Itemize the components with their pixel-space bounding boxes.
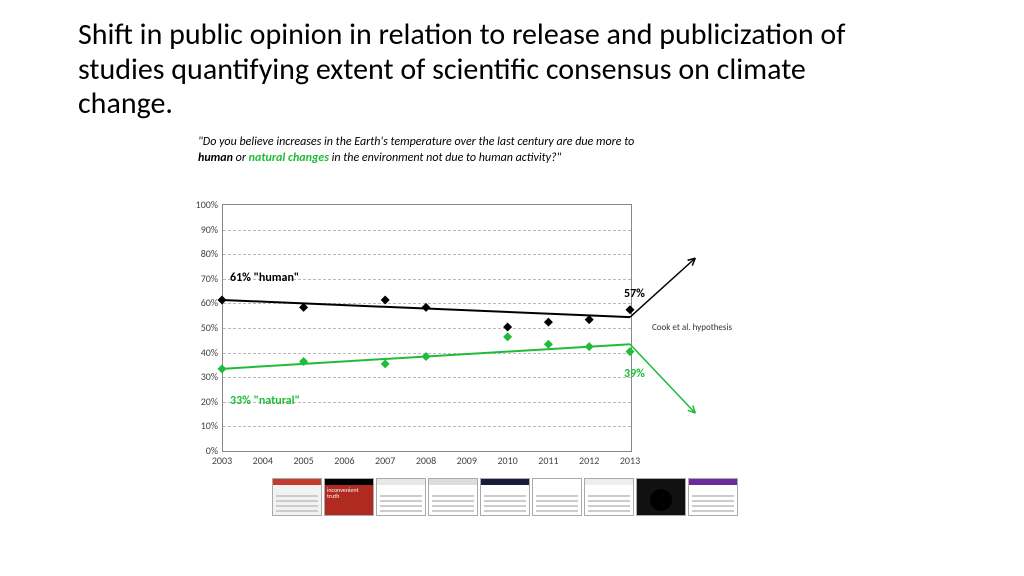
ytick-label: 20% <box>178 395 218 408</box>
chart-label: 57% <box>624 287 645 301</box>
subtitle-mid: or <box>233 151 249 165</box>
thumbnail <box>480 478 530 516</box>
gridline <box>223 303 631 304</box>
xtick-label: 2011 <box>530 454 566 467</box>
xtick-label: 2004 <box>245 454 281 467</box>
thumbnail <box>688 478 738 516</box>
thumbnail <box>428 478 478 516</box>
ytick-label: 90% <box>178 223 218 236</box>
subtitle-prefix: "Do you believe increases in the Earth's… <box>198 135 634 149</box>
gridline <box>223 377 631 378</box>
xtick-label: 2009 <box>449 454 485 467</box>
thumbnail <box>532 478 582 516</box>
gridline <box>223 230 631 231</box>
chart-plot-area <box>222 204 632 452</box>
ytick-label: 40% <box>178 346 218 359</box>
ytick-label: 60% <box>178 296 218 309</box>
ytick-label: 30% <box>178 370 218 383</box>
ytick-label: 100% <box>178 198 218 211</box>
chart-label: 33% "natural" <box>230 394 300 408</box>
chart-question: "Do you believe increases in the Earth's… <box>198 135 638 166</box>
thumbnail <box>272 478 322 516</box>
xtick-label: 2005 <box>286 454 322 467</box>
xtick-label: 2006 <box>326 454 362 467</box>
chart-label: 39% <box>624 367 645 381</box>
subtitle-natural: natural changes <box>249 151 329 165</box>
xtick-label: 2008 <box>408 454 444 467</box>
xtick-label: 2013 <box>612 454 648 467</box>
ytick-label: 10% <box>178 419 218 432</box>
thumbnail <box>584 478 634 516</box>
thumbnail: inconvenient truth <box>324 478 374 516</box>
thumbnail-row: inconvenient truth <box>272 478 738 516</box>
xtick-label: 2003 <box>204 454 240 467</box>
xtick-label: 2012 <box>571 454 607 467</box>
thumbnail <box>636 478 686 516</box>
xtick-label: 2010 <box>490 454 526 467</box>
ytick-label: 70% <box>178 272 218 285</box>
gridline <box>223 254 631 255</box>
gridline <box>223 353 631 354</box>
thumbnail <box>376 478 426 516</box>
ytick-label: 50% <box>178 321 218 334</box>
ytick-label: 80% <box>178 247 218 260</box>
gridline <box>223 426 631 427</box>
hypothesis-label: Cook et al. hypothesis <box>652 322 732 333</box>
subtitle-human: human <box>198 151 233 165</box>
subtitle-suffix: in the environment not due to human acti… <box>329 151 561 165</box>
xtick-label: 2007 <box>367 454 403 467</box>
slide-title: Shift in public opinion in relation to r… <box>78 18 858 122</box>
chart-label: 61% "human" <box>230 271 299 285</box>
gridline <box>223 328 631 329</box>
